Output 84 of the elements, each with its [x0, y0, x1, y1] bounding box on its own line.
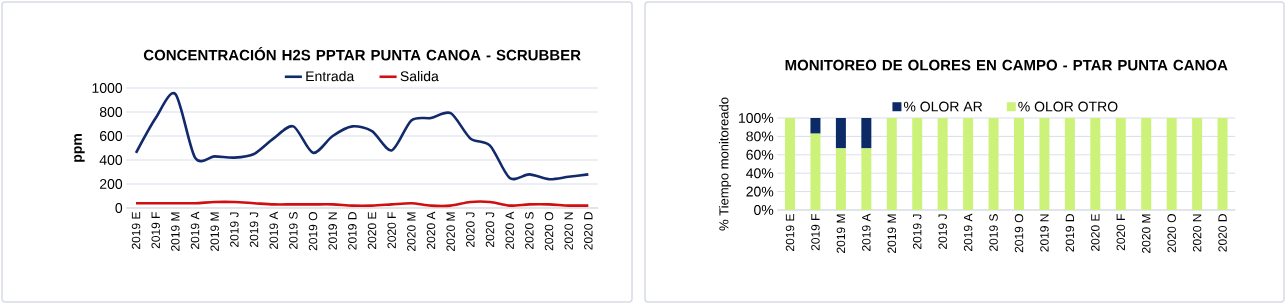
bar — [861, 117, 872, 149]
bar — [810, 133, 821, 210]
bar — [912, 117, 923, 210]
x-tick-label: 2019 N — [1040, 214, 1049, 252]
x-tick-label: 2019 A — [190, 211, 200, 249]
y-tick-label: 20% — [746, 186, 774, 197]
x-tick-label: 2019 M — [887, 214, 897, 253]
legend-label: Salida — [400, 70, 439, 82]
x-tick-label: 2019 M — [171, 212, 180, 251]
y-tick-label: 0% — [754, 205, 774, 215]
y-tick-label: 60% — [746, 149, 774, 160]
y-tick-label: 1000 — [92, 83, 123, 93]
bar — [1014, 117, 1024, 210]
y-tick-label: 200 — [100, 179, 123, 189]
chart-title: MONITOREO DE OLORES EN CAMPO - PTAR PUNTA CANOA — [785, 59, 1228, 71]
x-tick-label: 2020 M — [446, 212, 455, 251]
x-tick-label: 2019 E — [785, 214, 795, 251]
x-tick-label: 2020 J — [485, 212, 495, 247]
x-tick-label: 2019 M — [210, 212, 219, 251]
x-tick-label: 2019 D — [1065, 214, 1075, 252]
x-tick-label: 2019 O — [308, 212, 318, 251]
x-tick-label: 2019 F — [811, 214, 820, 251]
bar — [886, 117, 897, 210]
y-tick-label: 80% — [746, 131, 774, 142]
bar — [785, 117, 795, 210]
bar — [1064, 117, 1075, 210]
x-tick-label: 2020 D — [1218, 214, 1227, 252]
y-tick-label: 800 — [99, 107, 123, 117]
bar — [1192, 117, 1203, 210]
x-tick-label: 2020 N — [564, 212, 573, 250]
y-tick-label: 40% — [746, 168, 774, 179]
x-tick-label: 2019 J — [938, 214, 947, 249]
x-tick-label: 2019 O — [1014, 214, 1024, 253]
x-tick-label: 2019 S — [289, 212, 298, 249]
bar — [835, 117, 846, 149]
bar — [988, 117, 999, 210]
bar — [1217, 117, 1228, 210]
x-tick-label: 2020 D — [584, 212, 593, 250]
x-tick-label: 2020 O — [1167, 214, 1176, 253]
x-tick-label: 2020 M — [407, 212, 416, 251]
legend-label: % OLOR OTRO — [1018, 101, 1118, 112]
y-tick-label: 600 — [100, 131, 123, 141]
x-tick-label: 2019 N — [328, 212, 337, 250]
x-tick-label: 2019 S — [989, 214, 998, 251]
x-tick-label: 2020 F — [387, 212, 396, 249]
x-tick-label: 2020 A — [426, 211, 436, 249]
y-axis-title: ppm — [74, 134, 85, 162]
bar — [1141, 117, 1152, 210]
bar — [810, 117, 821, 134]
y-tick-label: 0 — [115, 203, 123, 213]
y-tick-label: 100% — [739, 113, 774, 123]
x-tick-label: 2020 S — [525, 212, 534, 249]
legend-label: % OLOR AR — [903, 101, 983, 112]
x-tick-label: 2019 F — [151, 212, 160, 249]
x-tick-label: 2019 A — [963, 213, 973, 251]
bar — [1166, 117, 1177, 210]
x-tick-label: 2020 A — [505, 211, 514, 249]
x-tick-label: 2019 D — [348, 212, 357, 250]
bar — [861, 148, 872, 210]
x-tick-label: 2020 E — [367, 212, 377, 249]
x-tick-label: 2020 O — [544, 212, 554, 251]
y-axis-title: % Tiempo monitoreado — [718, 97, 732, 231]
bar — [1090, 117, 1101, 210]
x-tick-label: 2019 J — [230, 212, 239, 247]
x-tick-label: 2020 N — [1192, 214, 1202, 252]
chart-title: CONCENTRACIÓN H2S PPTAR PUNTA CANOA - SCRUBBER — [143, 47, 581, 61]
x-tick-label: 2019 M — [836, 214, 846, 253]
line-series — [134, 92, 590, 181]
bar — [1115, 117, 1126, 210]
x-tick-label: 2019 E — [131, 212, 141, 249]
x-tick-label: 2020 M — [1141, 214, 1151, 253]
bar — [963, 117, 974, 210]
x-tick-label: 2020 F — [1116, 214, 1126, 251]
x-tick-label: 2019 J — [249, 212, 259, 247]
legend-label: Entrada — [306, 70, 355, 82]
x-tick-label: 2020 J — [466, 212, 475, 247]
bar — [1039, 117, 1050, 210]
bar — [835, 148, 846, 210]
x-tick-label: 2019 A — [862, 213, 871, 251]
x-tick-label: 2019 A — [269, 211, 278, 249]
x-tick-label: 2019 J — [912, 214, 922, 249]
bar — [937, 117, 948, 210]
x-tick-label: 2020 E — [1091, 214, 1100, 251]
y-tick-label: 400 — [99, 155, 123, 165]
